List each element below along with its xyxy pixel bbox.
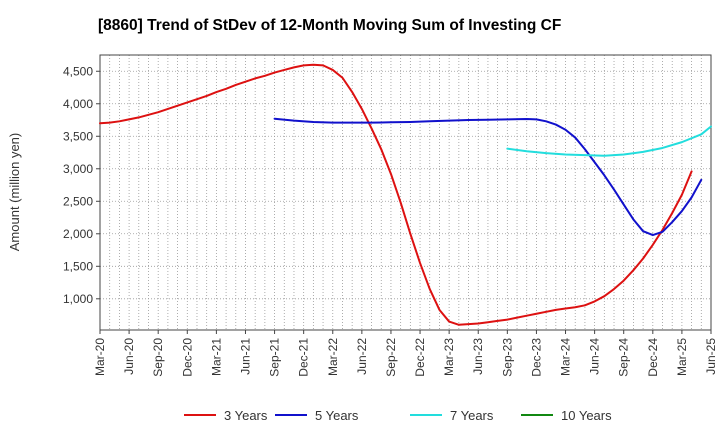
x-tick-label: Dec-20 bbox=[180, 338, 194, 377]
x-tick-label: Jun-20 bbox=[122, 338, 136, 375]
series-line-3-years bbox=[99, 63, 693, 326]
series-line-5-years bbox=[273, 117, 703, 237]
y-axis-label: Amount (million yen) bbox=[7, 133, 22, 252]
y-tick-label: 4,000 bbox=[63, 97, 93, 111]
x-tick-label: Sep-20 bbox=[151, 338, 165, 377]
x-tick-label: Sep-24 bbox=[617, 338, 631, 377]
x-tick-label: Dec-21 bbox=[297, 338, 311, 377]
legend: 3 Years 5 Years 7 Years 10 Years bbox=[184, 408, 612, 423]
y-axis: 1,000 1,500 2,000 2,500 3,000 3,500 4,000 4,500 bbox=[63, 64, 100, 306]
x-tick-label: Mar-25 bbox=[675, 338, 689, 376]
y-tick-label: 3,500 bbox=[63, 129, 93, 143]
x-tick-label: Sep-23 bbox=[500, 338, 514, 377]
x-tick-label: Mar-24 bbox=[559, 338, 573, 376]
y-tick-label: 1,500 bbox=[63, 259, 93, 273]
x-tick-label: Sep-21 bbox=[268, 338, 282, 377]
series-line-7-years bbox=[506, 125, 712, 157]
x-axis: Mar-20 Jun-20 Sep-20 Dec-20 Mar-21 Jun-21 Sep-… bbox=[93, 330, 718, 377]
legend-label: 5 Years bbox=[315, 408, 359, 423]
x-tick-label: Jun-24 bbox=[588, 338, 602, 375]
x-tick-label: Mar-20 bbox=[93, 338, 107, 376]
y-tick-label: 4,500 bbox=[63, 64, 93, 78]
x-tick-label: Jun-23 bbox=[471, 338, 485, 375]
x-tick-label: Mar-23 bbox=[442, 338, 456, 376]
y-tick-label: 1,000 bbox=[63, 292, 93, 306]
legend-label: 7 Years bbox=[450, 408, 494, 423]
x-tick-label: Jun-25 bbox=[704, 338, 718, 375]
plot-area bbox=[99, 54, 712, 331]
grid bbox=[99, 55, 712, 330]
x-tick-label: Jun-22 bbox=[355, 338, 369, 375]
legend-label: 10 Years bbox=[561, 408, 612, 423]
y-tick-label: 2,500 bbox=[63, 194, 93, 208]
x-tick-label: Sep-22 bbox=[384, 338, 398, 377]
chart-title: [8860] Trend of StDev of 12-Month Moving… bbox=[98, 17, 561, 34]
x-tick-label: Mar-22 bbox=[326, 338, 340, 376]
y-tick-label: 2,000 bbox=[63, 227, 93, 241]
series-lines bbox=[99, 63, 712, 326]
y-tick-label: 3,000 bbox=[63, 162, 93, 176]
x-tick-label: Dec-23 bbox=[529, 338, 543, 377]
x-tick-label: Dec-22 bbox=[413, 338, 427, 377]
x-tick-label: Mar-21 bbox=[209, 338, 223, 376]
x-tick-label: Jun-21 bbox=[238, 338, 252, 375]
legend-label: 3 Years bbox=[224, 408, 268, 423]
x-tick-label: Dec-24 bbox=[646, 338, 660, 377]
